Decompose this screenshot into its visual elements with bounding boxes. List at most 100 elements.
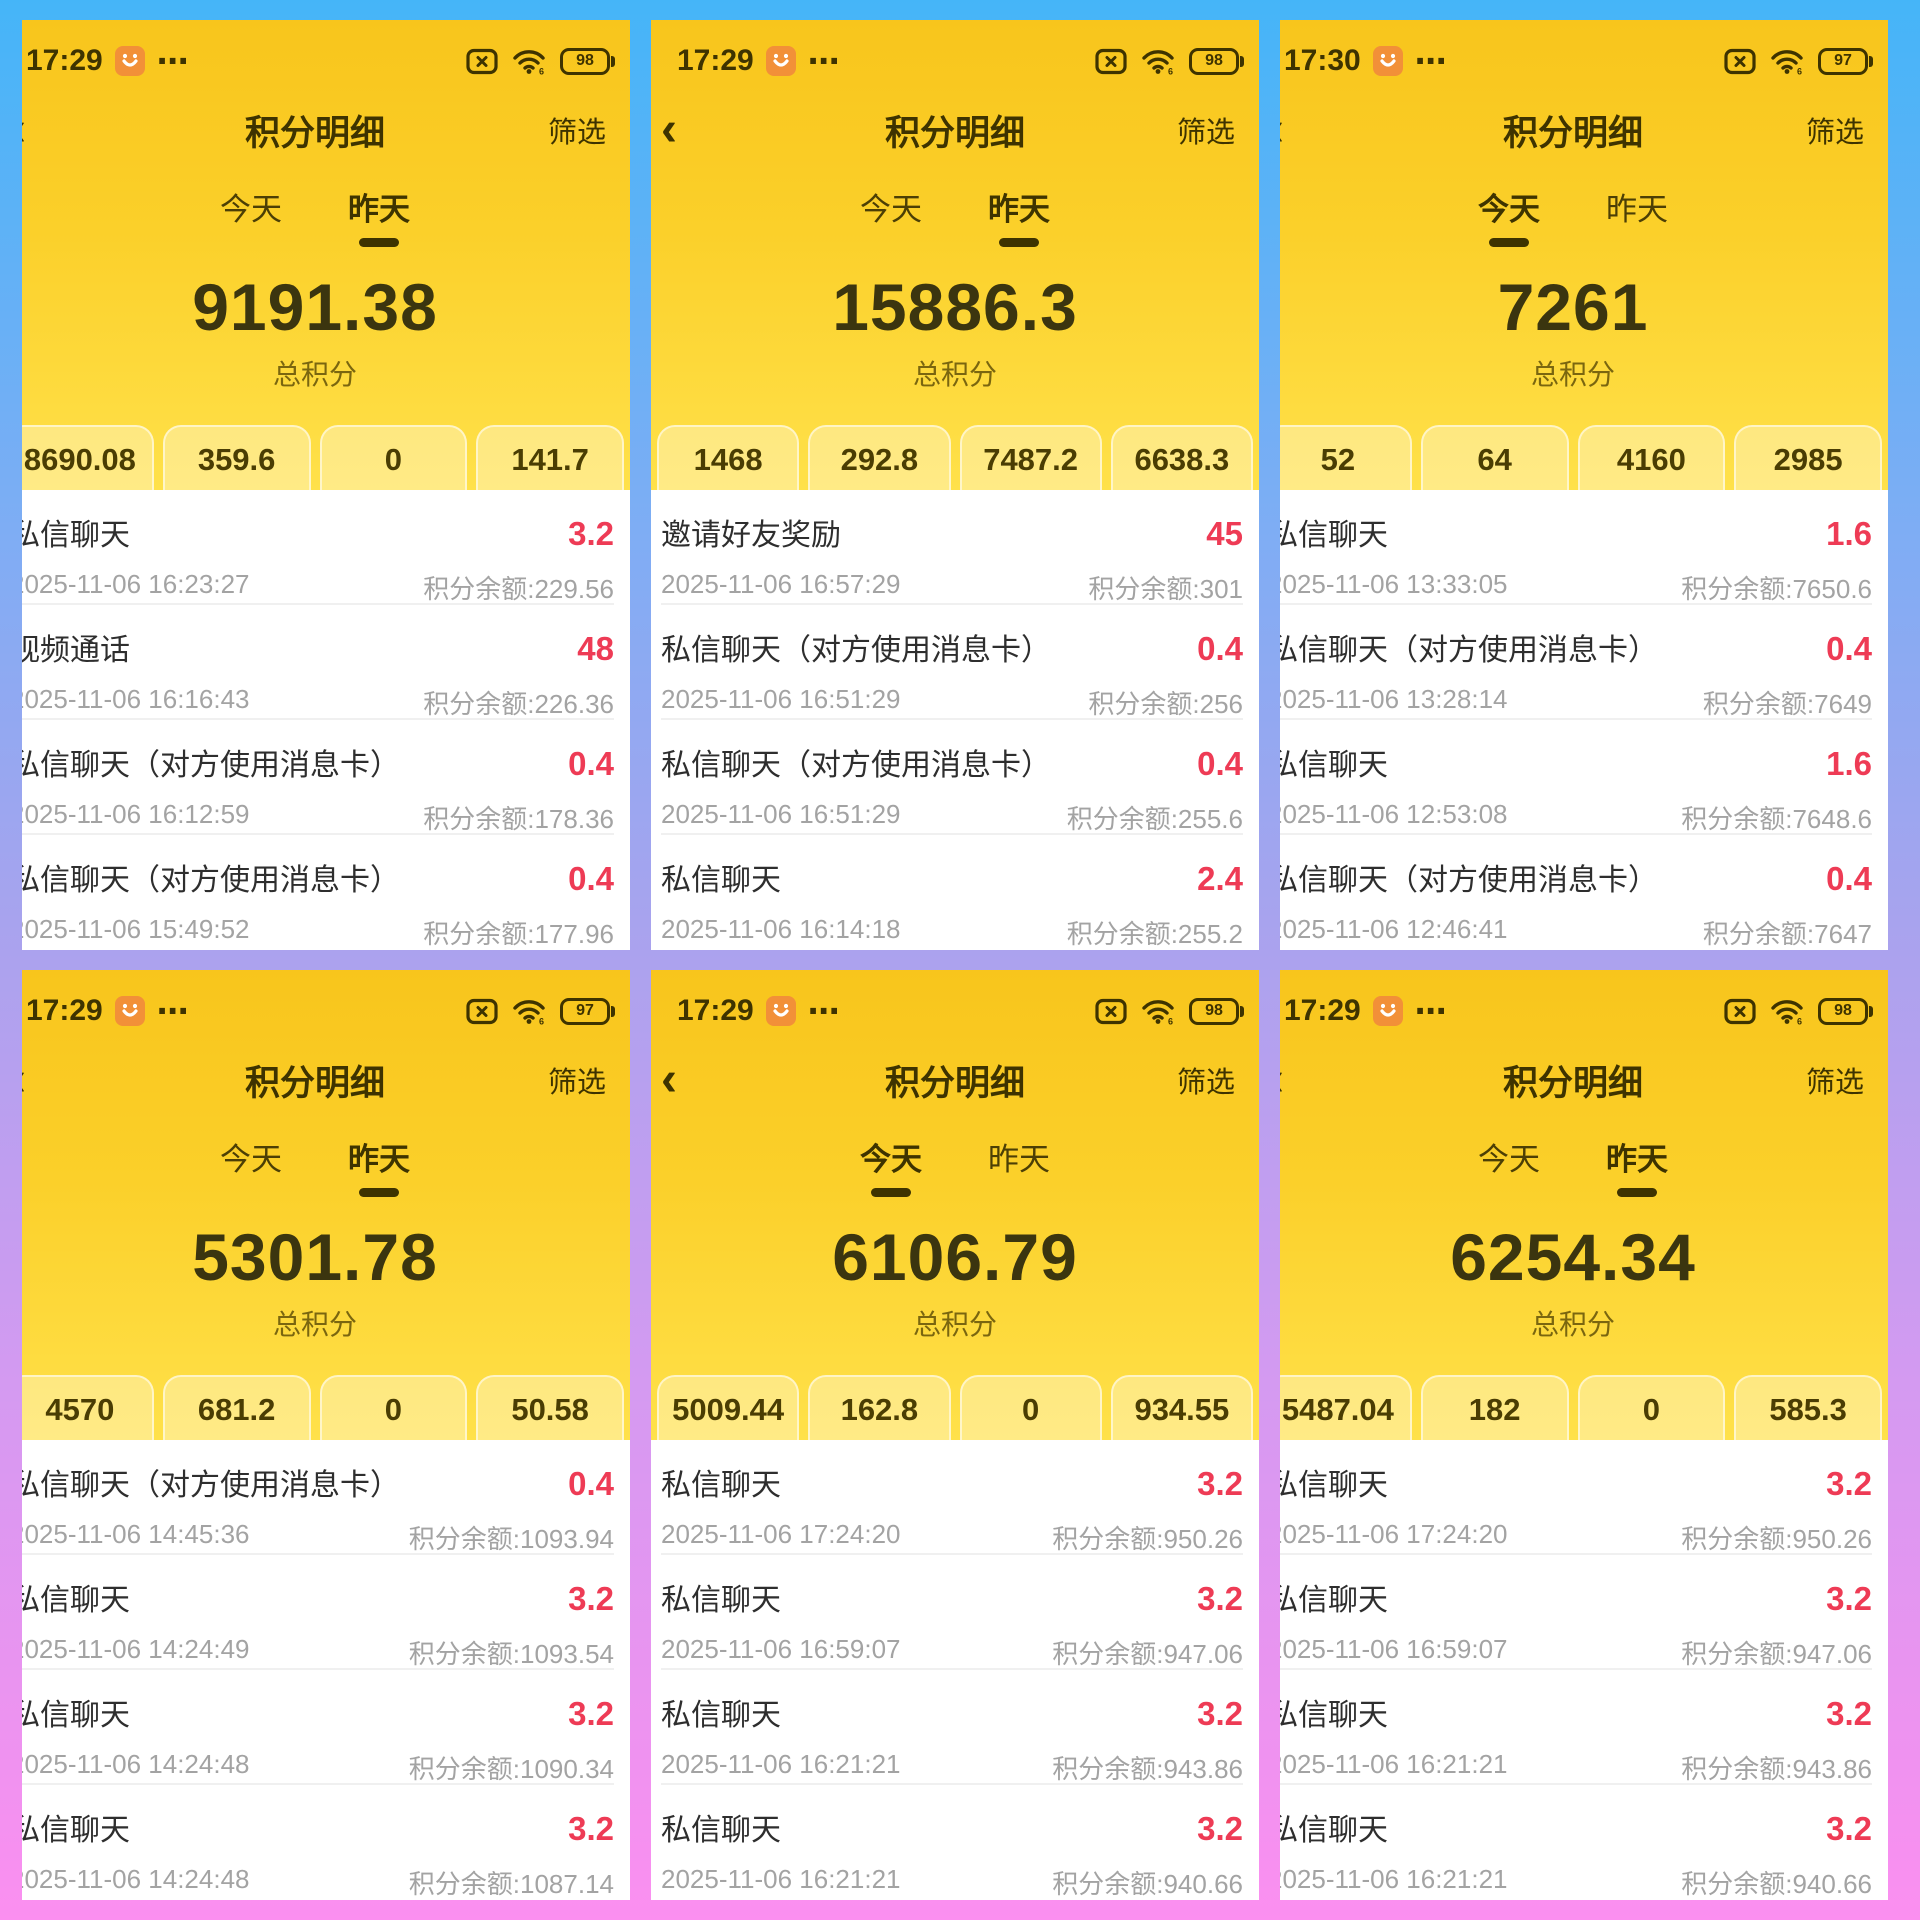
filter-button[interactable]: 筛选: [547, 117, 606, 149]
battery-percent: 98: [1205, 1002, 1223, 1019]
filter-button[interactable]: 筛选: [547, 1067, 606, 1099]
transaction-row-top: 私信聊天 3.2: [22, 1690, 614, 1734]
transaction-row-bottom: 2025-11-06 14:45:36 积分余额:1093.94: [22, 1519, 614, 1556]
transaction-amount: 2.4: [1197, 860, 1243, 897]
transaction-name: 私信聊天: [1280, 1814, 1388, 1847]
transaction-row-bottom: 2025-11-06 16:51:29 积分余额:256: [661, 684, 1243, 721]
transaction-amount: 3.2: [1197, 1695, 1243, 1732]
transaction-name: 私信聊天（对方使用消息卡）: [661, 634, 1051, 667]
status-right: 6 98: [1724, 997, 1873, 1025]
tab-yesterday[interactable]: 昨天: [348, 1134, 410, 1193]
status-bar: 17:29 ⋯: [1280, 970, 1888, 1032]
transaction-row: 私信聊天（对方使用消息卡） 0.4 2025-11-06 12:46:41 积分…: [1280, 835, 1872, 950]
transaction-row-top: 私信聊天 3.2: [661, 1690, 1243, 1734]
transaction-balance: 积分余额:1093.54: [408, 1639, 614, 1669]
tab-yesterday[interactable]: 昨天: [1606, 1134, 1668, 1193]
transaction-amount: 3.2: [568, 1580, 614, 1617]
back-button[interactable]: ‹: [1280, 1056, 1310, 1104]
transaction-row: 私信聊天 3.2 2025-11-06 17:24:20 积分余额:950.26: [1280, 1440, 1872, 1555]
transaction-time: 2025-11-06 16:12:59: [22, 799, 250, 829]
transaction-name: 私信聊天（对方使用消息卡）: [1280, 864, 1658, 897]
transaction-balance: 积分余额:947.06: [1681, 1639, 1872, 1669]
tab-today[interactable]: 今天: [220, 192, 282, 227]
status-bar: 17:29 ⋯: [22, 20, 630, 82]
total-points: 6106.79: [832, 1220, 1078, 1294]
total-points: 5301.78: [192, 1220, 438, 1294]
tab-today[interactable]: 今天: [860, 192, 922, 227]
transaction-name: 私信聊天（对方使用消息卡）: [22, 1469, 400, 1502]
transactions-list: 私信聊天 3.2 2025-11-06 17:24:20 积分余额:950.26…: [651, 1440, 1259, 1900]
day-tabs: 今天 昨天: [651, 184, 1259, 243]
back-button[interactable]: ‹: [22, 106, 52, 154]
transaction-name: 私信聊天: [1280, 519, 1388, 552]
back-button[interactable]: ‹: [22, 1056, 52, 1104]
filter-button[interactable]: 筛选: [1805, 1067, 1864, 1099]
stat-value: 5009.44: [672, 1392, 785, 1427]
back-button[interactable]: ‹: [661, 103, 677, 156]
status-time: 17:29: [26, 44, 103, 77]
transaction-row-bottom: 2025-11-06 16:21:21 积分余额:943.86: [1280, 1749, 1872, 1786]
menu-dots-icon: ⋯: [156, 993, 189, 1029]
filter-button[interactable]: 筛选: [1176, 1067, 1235, 1099]
transaction-row: 私信聊天 1.6 2025-11-06 12:53:08 积分余额:7648.6: [1280, 720, 1872, 835]
phone-screen: 17:30 ⋯: [1280, 20, 1888, 950]
menu-dots-icon: ⋯: [1414, 993, 1447, 1029]
total-points: 15886.3: [832, 270, 1078, 344]
tab-yesterday[interactable]: 昨天: [988, 184, 1050, 243]
transaction-row: 私信聊天 3.2 2025-11-06 16:23:27 积分余额:229.56: [22, 490, 614, 605]
transaction-row-bottom: 2025-11-06 16:16:43 积分余额:226.36: [22, 684, 614, 721]
tab-today[interactable]: 今天: [1478, 184, 1540, 243]
transaction-time: 2025-11-06 16:59:07: [661, 1634, 901, 1664]
transaction-time: 2025-11-06 16:57:29: [661, 569, 901, 599]
transactions-list: 私信聊天 3.2 2025-11-06 16:23:27 积分余额:229.56…: [22, 490, 630, 950]
transaction-row: 私信聊天（对方使用消息卡） 0.4 2025-11-06 16:12:59 积分…: [22, 720, 614, 835]
filter-button[interactable]: 筛选: [1176, 117, 1235, 149]
transaction-row: 私信聊天 3.2 2025-11-06 16:59:07 积分余额:947.06: [661, 1555, 1243, 1670]
transaction-amount: 3.2: [568, 1695, 614, 1732]
stat-value: 4160: [1616, 442, 1686, 477]
transaction-name: 私信聊天（对方使用消息卡）: [22, 749, 400, 782]
transaction-row: 邀请好友奖励 45 2025-11-06 16:57:29 积分余额:301: [661, 490, 1243, 605]
transaction-balance: 积分余额:940.66: [1681, 1869, 1872, 1899]
battery-percent: 98: [576, 52, 594, 69]
transaction-row-top: 私信聊天 1.6: [1280, 740, 1872, 784]
transaction-row: 私信聊天 3.2 2025-11-06 16:21:21 积分余额:943.86: [661, 1670, 1243, 1785]
tab-today[interactable]: 今天: [220, 1142, 282, 1177]
transaction-row-bottom: 2025-11-06 17:24:20 积分余额:950.26: [661, 1519, 1243, 1556]
tab-yesterday[interactable]: 昨天: [988, 1142, 1050, 1177]
transaction-name: 私信聊天: [22, 1699, 130, 1732]
status-left: 17:29 ⋯: [1284, 993, 1447, 1029]
battery-percent: 97: [1834, 52, 1852, 69]
transaction-time: 2025-11-06 14:24:48: [22, 1749, 250, 1779]
transaction-row-top: 私信聊天 1.6: [1280, 510, 1872, 554]
tab-yesterday[interactable]: 昨天: [1606, 192, 1668, 227]
transaction-amount: 0.4: [1826, 630, 1872, 667]
status-time: 17:29: [677, 44, 754, 77]
transaction-balance: 积分余额:7649: [1702, 689, 1872, 719]
page-title: 积分明细: [1502, 1063, 1643, 1103]
total-points-label: 总积分: [272, 1309, 357, 1340]
smiley-app-icon: [765, 46, 796, 76]
transaction-balance: 积分余额:943.86: [1681, 1754, 1872, 1784]
back-button[interactable]: ‹: [661, 1053, 677, 1106]
tab-today[interactable]: 今天: [1478, 1142, 1540, 1177]
transaction-row-top: 私信聊天（对方使用消息卡） 0.4: [22, 1460, 614, 1504]
transaction-amount: 0.4: [1826, 860, 1872, 897]
tab-today[interactable]: 今天: [860, 1134, 922, 1193]
stat-value: 7487.2: [983, 442, 1079, 477]
yellow-header: 17:29 ⋯: [22, 20, 630, 539]
transaction-row: 私信聊天 3.2 2025-11-06 16:21:21 积分余额:940.66: [1280, 1785, 1872, 1900]
transaction-row-bottom: 2025-11-06 16:57:29 积分余额:301: [661, 569, 1243, 606]
page-title: 积分明细: [244, 113, 385, 153]
wifi-icon: 6: [1769, 997, 1805, 1025]
status-left: 17:30 ⋯: [1284, 44, 1447, 78]
filter-button[interactable]: 筛选: [1805, 117, 1864, 149]
status-time: 17:30: [1284, 44, 1361, 77]
transaction-time: 2025-11-06 16:16:43: [22, 684, 250, 714]
back-button[interactable]: ‹: [1280, 106, 1310, 154]
total-points-label: 总积分: [272, 359, 357, 390]
tab-yesterday[interactable]: 昨天: [348, 184, 410, 243]
day-tabs: 今天 昨天: [1280, 184, 1888, 243]
transactions-list: 私信聊天（对方使用消息卡） 0.4 2025-11-06 14:45:36 积分…: [22, 1440, 630, 1900]
battery-icon: 97: [560, 997, 615, 1025]
